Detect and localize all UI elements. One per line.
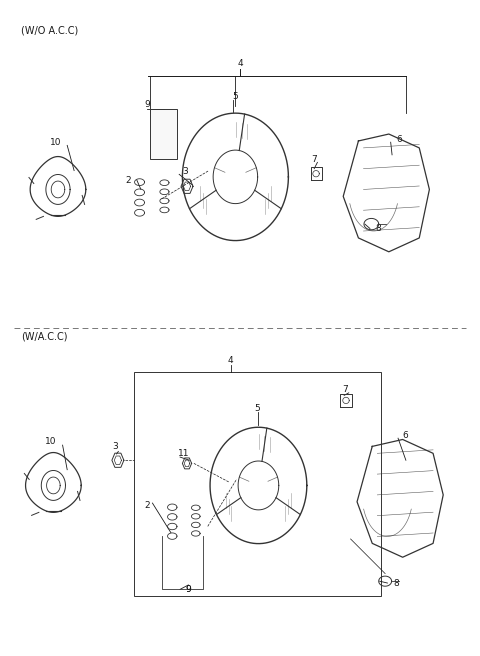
Text: 9: 9 (144, 100, 150, 109)
Bar (134, 372, 381, 596)
Text: 3: 3 (182, 167, 188, 176)
Text: 10: 10 (45, 437, 57, 446)
Text: 2: 2 (126, 176, 132, 184)
Text: 8: 8 (375, 224, 381, 233)
Text: 3: 3 (112, 442, 118, 451)
Text: 5: 5 (232, 92, 238, 101)
Text: 7: 7 (311, 155, 317, 164)
Bar (150, 109, 177, 159)
Text: 2: 2 (144, 501, 150, 510)
Text: 9: 9 (185, 585, 191, 594)
Text: 10: 10 (50, 138, 61, 147)
Text: 4: 4 (228, 356, 234, 365)
Text: 9: 9 (185, 585, 191, 594)
Text: 7: 7 (342, 385, 348, 394)
Text: 4: 4 (237, 59, 243, 68)
Text: (W/O A.C.C): (W/O A.C.C) (21, 26, 78, 35)
Text: (W/A.C.C): (W/A.C.C) (21, 331, 68, 341)
Text: 5: 5 (254, 404, 260, 413)
Text: 8: 8 (394, 579, 399, 588)
Text: 6: 6 (402, 430, 408, 440)
Text: 11: 11 (178, 449, 190, 459)
Text: 6: 6 (396, 134, 402, 144)
